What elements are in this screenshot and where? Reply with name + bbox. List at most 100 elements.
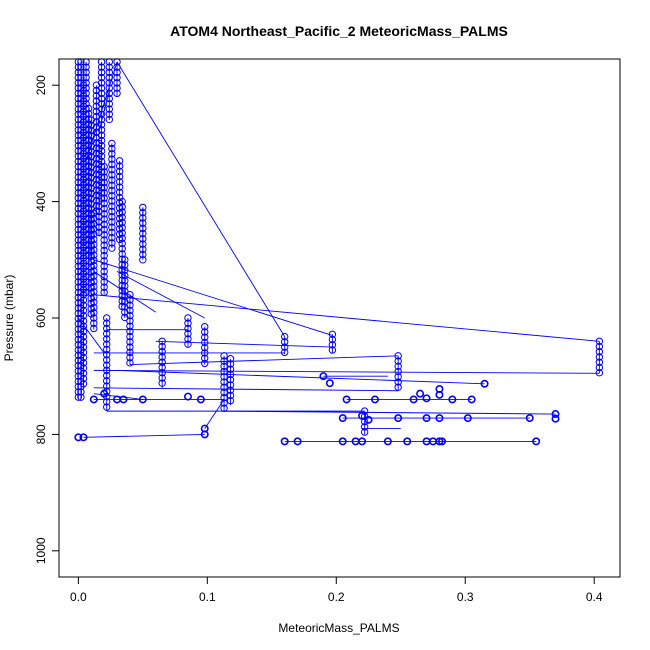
data-point <box>108 150 116 158</box>
data-point <box>77 73 85 82</box>
y-tick-label: 800 <box>34 424 48 444</box>
data-point <box>158 342 166 351</box>
data-point <box>97 131 106 139</box>
data-point <box>338 414 347 423</box>
data-point <box>115 178 124 186</box>
data-point <box>108 213 116 221</box>
data-point <box>100 204 108 213</box>
data-point <box>226 355 235 363</box>
data-point <box>360 428 369 436</box>
data-point <box>139 224 147 233</box>
data-point <box>139 256 147 264</box>
series-segment <box>93 259 333 336</box>
data-point <box>97 100 106 108</box>
data-point <box>196 395 205 404</box>
data-point <box>595 363 604 372</box>
data-point <box>90 303 98 312</box>
data-point <box>118 213 126 222</box>
data-point <box>113 68 121 77</box>
data-point <box>97 110 106 118</box>
data-point <box>220 352 228 360</box>
data-point <box>100 272 108 281</box>
data-point <box>226 391 235 400</box>
data-point <box>595 342 604 351</box>
data-point <box>108 176 116 184</box>
data-point <box>158 348 166 356</box>
data-point <box>79 301 88 309</box>
data-point <box>97 136 106 145</box>
data-point <box>103 324 111 333</box>
data-point <box>108 192 116 200</box>
data-point <box>90 277 98 286</box>
x-tick-label: 0.2 <box>328 590 345 604</box>
data-point <box>119 395 128 404</box>
data-point <box>113 89 121 98</box>
data-point <box>87 200 95 208</box>
data-point <box>139 245 147 254</box>
data-point <box>90 225 98 233</box>
data-point <box>79 338 88 346</box>
data-point <box>595 369 604 377</box>
data-point <box>100 389 109 398</box>
data-point <box>100 288 108 297</box>
data-point <box>394 362 402 371</box>
data-point <box>115 172 124 181</box>
data-point <box>338 437 347 446</box>
series-segment <box>155 340 333 348</box>
data-point <box>138 395 147 404</box>
data-point <box>118 203 126 211</box>
data-point <box>100 241 108 249</box>
series-segment <box>129 355 399 366</box>
data-point <box>115 157 124 165</box>
data-point <box>79 296 88 304</box>
data-point <box>103 371 111 380</box>
data-point <box>328 335 337 344</box>
data-point <box>105 89 113 98</box>
data-point <box>90 267 98 275</box>
data-point <box>121 261 129 269</box>
data-point <box>79 327 88 336</box>
data-point <box>118 234 126 242</box>
data-point <box>118 239 126 248</box>
data-point <box>87 158 95 166</box>
data-point <box>394 383 402 391</box>
data-point <box>82 94 90 103</box>
data-point <box>364 415 373 424</box>
data-point <box>121 313 129 322</box>
data-point <box>220 383 228 391</box>
data-point <box>97 152 106 160</box>
data-point <box>90 319 98 327</box>
data-point <box>90 272 98 280</box>
data-point <box>328 341 337 349</box>
data-point <box>100 168 108 176</box>
data-point <box>103 398 111 406</box>
data-point <box>87 153 95 161</box>
data-point <box>82 68 90 77</box>
data-point <box>97 121 106 129</box>
series-segment <box>83 433 205 438</box>
data-point <box>551 410 560 419</box>
y-tick-label: 400 <box>34 191 48 211</box>
data-point <box>100 194 108 202</box>
data-point <box>121 282 129 290</box>
y-tick-label: 1000 <box>34 537 48 564</box>
series-segment <box>224 410 556 415</box>
data-point <box>126 348 134 357</box>
data-point <box>103 361 111 369</box>
data-point <box>595 348 604 356</box>
data-point <box>87 116 95 124</box>
data-point <box>126 301 134 309</box>
data-point <box>118 224 126 232</box>
data-point <box>126 338 134 346</box>
data-point <box>126 306 134 315</box>
data-point <box>103 366 111 375</box>
data-point <box>87 194 95 203</box>
data-point <box>394 378 402 386</box>
data-point <box>97 68 106 77</box>
data-point <box>82 73 90 82</box>
data-point <box>220 367 228 376</box>
data-point <box>103 330 111 338</box>
data-point <box>87 147 95 156</box>
data-point <box>100 189 108 197</box>
data-point <box>220 378 228 386</box>
